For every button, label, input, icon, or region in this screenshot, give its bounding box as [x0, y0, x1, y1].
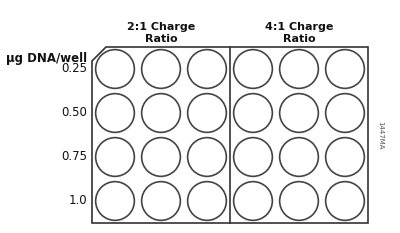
Text: 1447MA: 1447MA [377, 121, 383, 149]
Text: 0.25: 0.25 [61, 62, 87, 75]
Circle shape [142, 138, 180, 176]
Circle shape [234, 50, 272, 88]
Circle shape [234, 94, 272, 132]
Circle shape [280, 138, 318, 176]
Circle shape [326, 138, 364, 176]
Text: 1.0: 1.0 [68, 195, 87, 208]
Circle shape [188, 138, 226, 176]
Circle shape [280, 50, 318, 88]
Circle shape [234, 182, 272, 220]
Text: 0.50: 0.50 [61, 106, 87, 120]
Text: μg DNA/well: μg DNA/well [6, 52, 87, 65]
Circle shape [96, 138, 134, 176]
Circle shape [188, 50, 226, 88]
Text: 2:1 Charge
Ratio: 2:1 Charge Ratio [127, 22, 195, 44]
Circle shape [188, 182, 226, 220]
Circle shape [96, 50, 134, 88]
Circle shape [96, 94, 134, 132]
Circle shape [142, 50, 180, 88]
Circle shape [96, 182, 134, 220]
Text: 4:1 Charge
Ratio: 4:1 Charge Ratio [265, 22, 333, 44]
Circle shape [280, 182, 318, 220]
Circle shape [142, 182, 180, 220]
Circle shape [234, 138, 272, 176]
Circle shape [142, 94, 180, 132]
Text: 0.75: 0.75 [61, 151, 87, 164]
Circle shape [188, 94, 226, 132]
Circle shape [280, 94, 318, 132]
Circle shape [326, 182, 364, 220]
Circle shape [326, 94, 364, 132]
Circle shape [326, 50, 364, 88]
